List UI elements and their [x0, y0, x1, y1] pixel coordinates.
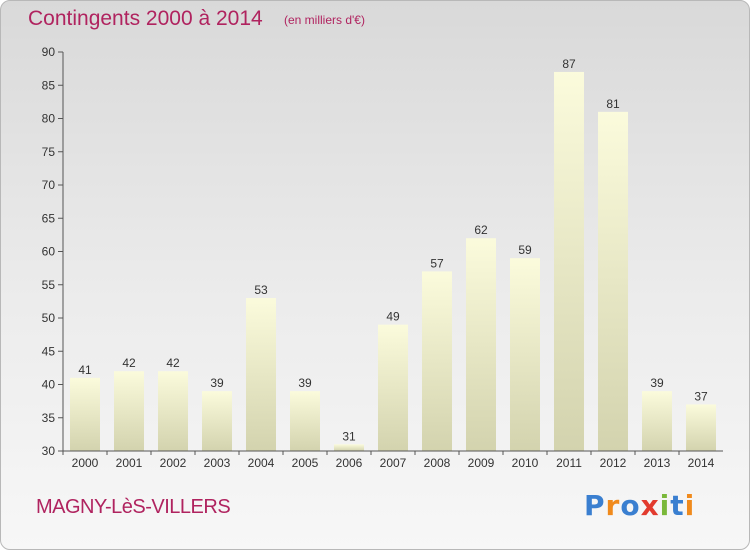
y-tick-45: 45 — [42, 344, 56, 358]
bar-2003 — [202, 391, 232, 451]
bar-2010 — [510, 258, 540, 451]
y-tick-50: 50 — [42, 311, 56, 325]
y-tick-40: 40 — [42, 378, 56, 392]
data-label-2008: 57 — [430, 256, 444, 270]
y-tick-35: 35 — [42, 411, 56, 425]
data-label-2007: 49 — [386, 310, 400, 324]
bar-2002 — [158, 371, 188, 451]
logo-letter: r — [605, 489, 621, 522]
x-tick-2006: 2006 — [336, 456, 363, 470]
bar-2005 — [290, 391, 320, 451]
bar-2007 — [378, 324, 408, 451]
x-tick-2010: 2010 — [512, 456, 539, 470]
data-label-2004: 53 — [254, 283, 268, 297]
data-label-2001: 42 — [122, 356, 136, 370]
logo-letter: x — [640, 489, 660, 522]
data-label-2009: 62 — [474, 223, 488, 237]
bar-2001 — [114, 371, 144, 451]
data-label-2011: 87 — [562, 57, 576, 71]
y-tick-80: 80 — [42, 112, 56, 126]
data-label-2010: 59 — [518, 243, 532, 257]
data-label-2014: 37 — [694, 389, 708, 403]
bar-2008 — [422, 271, 452, 451]
chart-subtitle: (en milliers d'€) — [284, 13, 365, 27]
bar-2013 — [642, 391, 672, 451]
logo-letter: t — [670, 489, 685, 522]
bar-2004 — [246, 298, 276, 451]
x-tick-2004: 2004 — [248, 456, 275, 470]
data-label-2012: 81 — [606, 97, 620, 111]
bar-2009 — [466, 238, 496, 451]
y-tick-85: 85 — [42, 78, 56, 92]
data-label-2000: 41 — [78, 363, 92, 377]
x-tick-2009: 2009 — [468, 456, 495, 470]
town-name: MAGNY-LèS-VILLERS — [36, 496, 231, 518]
bar-2006 — [334, 444, 364, 451]
bar-2012 — [598, 111, 628, 451]
x-tick-2013: 2013 — [644, 456, 671, 470]
data-label-2002: 42 — [166, 356, 180, 370]
logo-letter: P — [584, 489, 606, 522]
y-tick-60: 60 — [42, 245, 56, 259]
y-tick-55: 55 — [42, 278, 56, 292]
logo-letter: i — [659, 489, 671, 522]
bars-group — [70, 71, 716, 451]
data-label-2005: 39 — [298, 376, 312, 390]
bar-2014 — [686, 404, 716, 451]
data-labels: 41 42 42 39 53 39 31 49 57 62 59 87 81 39 37 — [78, 57, 708, 443]
data-label-2006: 31 — [342, 429, 356, 443]
data-label-2003: 39 — [210, 376, 224, 390]
logo-letter: i — [684, 489, 696, 522]
y-tick-90: 90 — [42, 45, 56, 59]
y-axis-ticks: 30 35 40 45 50 55 60 65 70 75 80 85 90 — [42, 45, 63, 458]
x-tick-2003: 2003 — [204, 456, 231, 470]
x-tick-2005: 2005 — [292, 456, 319, 470]
x-tick-2002: 2002 — [160, 456, 187, 470]
x-tick-2008: 2008 — [424, 456, 451, 470]
logo-letter: o — [620, 489, 641, 522]
x-tick-2001: 2001 — [116, 456, 143, 470]
x-tick-2014: 2014 — [688, 456, 715, 470]
x-axis-ticks: 2000 2001 2002 2003 2004 2005 2006 2007 2008 2009… — [62, 451, 715, 470]
data-label-2013: 39 — [650, 376, 664, 390]
chart-title: Contingents 2000 à 2014 — [28, 7, 263, 30]
x-tick-2012: 2012 — [600, 456, 627, 470]
y-tick-30: 30 — [42, 444, 56, 458]
y-tick-70: 70 — [42, 178, 56, 192]
x-tick-2007: 2007 — [380, 456, 407, 470]
x-tick-2000: 2000 — [72, 456, 99, 470]
x-tick-2011: 2011 — [556, 456, 582, 470]
bar-2000 — [70, 377, 100, 451]
bar-2011 — [554, 71, 584, 451]
y-tick-65: 65 — [42, 211, 56, 225]
proxiti-logo: Proxiti — [584, 489, 695, 522]
y-tick-75: 75 — [42, 145, 56, 159]
